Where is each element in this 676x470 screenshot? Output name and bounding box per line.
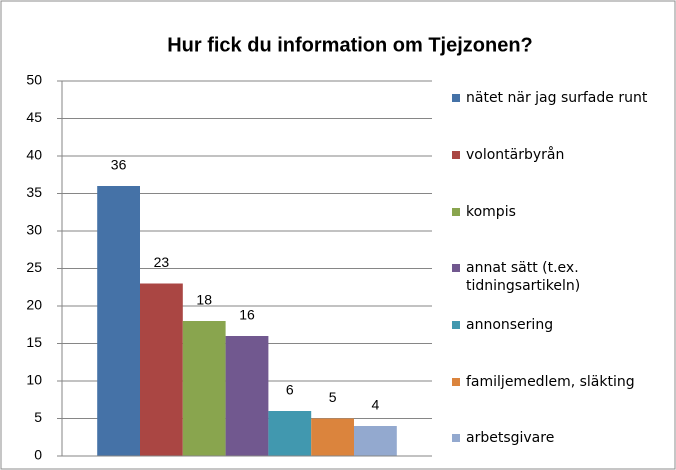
legend-item: arbetsgivare — [466, 430, 555, 446]
y-tick-label: 35 — [26, 184, 42, 200]
chart-title: Hur fick du information om Tjejzonen? — [167, 34, 533, 56]
data-label: 6 — [286, 382, 294, 398]
bar — [311, 418, 354, 456]
data-label: 36 — [111, 157, 127, 173]
legend-item: annonsering — [466, 317, 554, 333]
y-tick-label: 20 — [26, 297, 42, 313]
legend-label: annat sätt (t.ex. tidningsartikeln) — [466, 260, 581, 294]
y-tick-label: 30 — [26, 222, 42, 238]
legend-swatch — [452, 208, 460, 216]
bar — [182, 321, 226, 456]
legend-label: familjemedlem, släkting — [466, 374, 635, 390]
y-tick-label: 25 — [26, 259, 42, 275]
legend-label: kompis — [466, 204, 516, 220]
legend-swatch — [452, 264, 460, 272]
y-tick-label: 10 — [26, 372, 42, 388]
legend-label: nätet när jag surfade runt — [466, 90, 648, 106]
legend-item: volontärbyrån — [466, 147, 565, 163]
y-tick-label: 5 — [34, 409, 42, 425]
legend-item: familjemedlem, släkting — [466, 374, 635, 390]
y-tick-label: 40 — [26, 147, 42, 163]
legend-item: annat sätt (t.ex. tidningsartikeln) — [466, 260, 581, 294]
legend-label: annonsering — [466, 317, 554, 333]
y-tick-label: 0 — [34, 447, 42, 463]
data-label: 4 — [372, 397, 380, 413]
bar — [225, 336, 269, 456]
data-label: 23 — [154, 254, 170, 270]
y-tick-label: 45 — [26, 109, 42, 125]
data-label: 18 — [196, 292, 212, 308]
legend-swatch — [452, 321, 460, 329]
legend-swatch — [452, 378, 460, 386]
bar — [97, 186, 140, 456]
y-tick-label: 15 — [26, 334, 42, 350]
bar — [354, 426, 397, 456]
legend-label: arbetsgivare — [466, 430, 555, 446]
legend-item: kompis — [466, 204, 516, 220]
data-label: 5 — [329, 389, 337, 405]
bar — [140, 283, 183, 456]
legend-swatch — [452, 151, 460, 159]
legend-swatch — [452, 94, 460, 102]
data-label: 16 — [239, 307, 255, 323]
legend-item: nätet när jag surfade runt — [466, 90, 648, 106]
legend-swatch — [452, 434, 460, 442]
y-tick-label: 50 — [26, 72, 42, 88]
bar — [268, 411, 312, 456]
legend-label: volontärbyrån — [466, 147, 565, 163]
